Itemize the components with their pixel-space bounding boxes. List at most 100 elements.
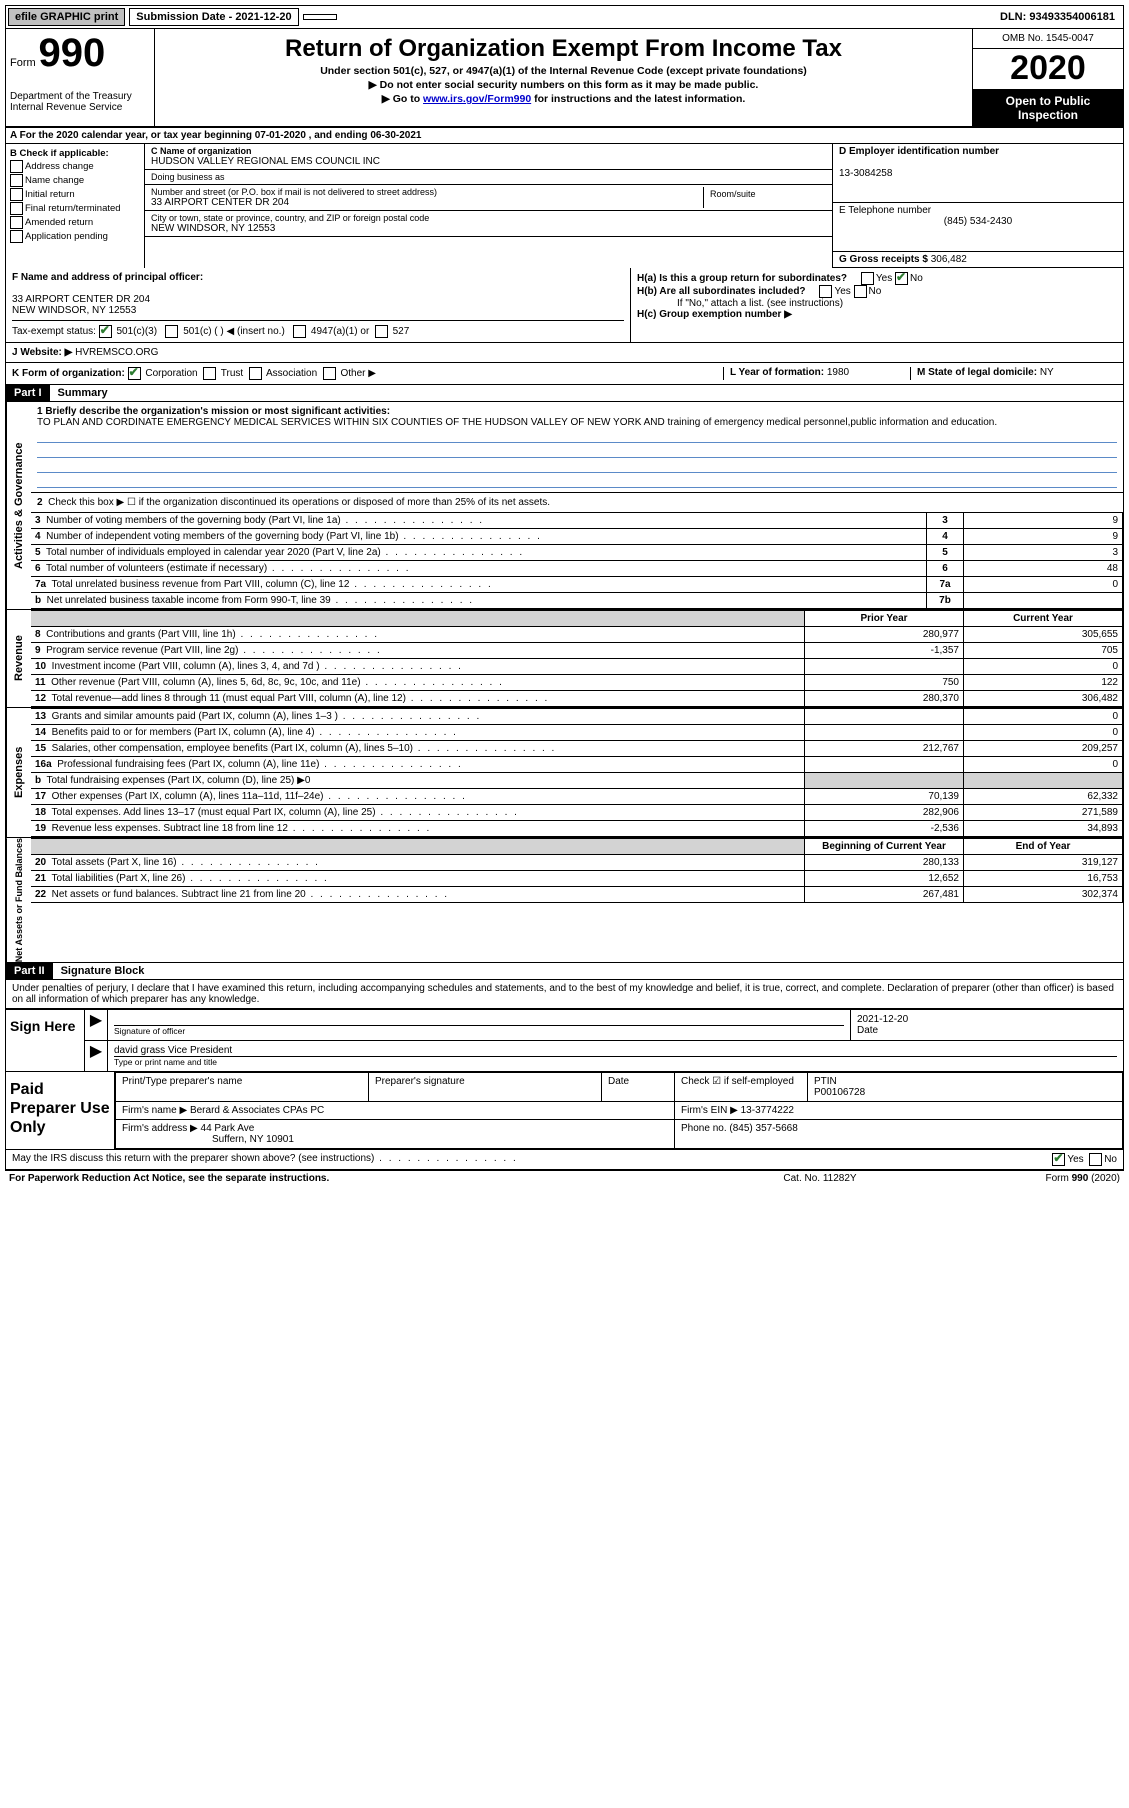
table-row: 5 Total number of individuals employed i… xyxy=(31,544,1123,560)
firm-ein: Firm's EIN ▶ 13-3774222 xyxy=(675,1101,1123,1119)
table-row: 19 Revenue less expenses. Subtract line … xyxy=(31,820,1123,836)
form-header: Form 990 Department of the Treasury Inte… xyxy=(5,29,1124,128)
check-final-return[interactable]: Final return/terminated xyxy=(10,202,140,215)
sidelabel-activities: Activities & Governance xyxy=(6,402,31,609)
part-ii-title: Signature Block xyxy=(53,963,153,979)
firm-name: Firm's name ▶ Berard & Associates CPAs P… xyxy=(116,1101,675,1119)
tax-year: 2020 xyxy=(973,49,1123,90)
table-row: 12 Total revenue—add lines 8 through 11 … xyxy=(31,690,1123,706)
check-trust[interactable] xyxy=(203,367,216,380)
check-corporation[interactable] xyxy=(128,367,141,380)
check-amended-return[interactable]: Amended return xyxy=(10,216,140,229)
table-row: 11 Other revenue (Part VIII, column (A),… xyxy=(31,674,1123,690)
table-row: 8 Contributions and grants (Part VIII, l… xyxy=(31,626,1123,642)
check-initial-return[interactable]: Initial return xyxy=(10,188,140,201)
c-org-name: C Name of organization HUDSON VALLEY REG… xyxy=(145,144,832,170)
expenses-table: 13 Grants and similar amounts paid (Part… xyxy=(31,708,1123,837)
col-b-checkboxes: B Check if applicable: Address change Na… xyxy=(6,144,145,268)
activities-table: 3 Number of voting members of the govern… xyxy=(31,512,1123,609)
cat-no: Cat. No. 11282Y xyxy=(720,1173,920,1184)
table-row: 7a Total unrelated business revenue from… xyxy=(31,576,1123,592)
paid-preparer-label: Paid Preparer Use Only xyxy=(6,1072,115,1149)
discuss-no[interactable] xyxy=(1089,1153,1102,1166)
row-j-website: J Website: ▶ HVREMSCO.ORG xyxy=(5,343,1124,363)
activities-governance: Activities & Governance 1 Briefly descri… xyxy=(5,402,1124,609)
efile-button[interactable]: efile GRAPHIC print xyxy=(8,8,125,26)
row-fh: F Name and address of principal officer:… xyxy=(5,268,1124,343)
table-row: 4 Number of independent voting members o… xyxy=(31,528,1123,544)
table-row: 22 Net assets or fund balances. Subtract… xyxy=(31,886,1123,902)
subtitle-3: Go to www.irs.gov/Form990 for instructio… xyxy=(159,93,968,105)
preparer-name-col: Print/Type preparer's name xyxy=(116,1072,369,1101)
dept-treasury: Department of the Treasury Internal Reve… xyxy=(10,91,150,113)
expenses-section: Expenses 13 Grants and similar amounts p… xyxy=(5,707,1124,837)
sidelabel-expenses: Expenses xyxy=(6,708,31,837)
part-i-title: Summary xyxy=(50,385,116,401)
revenue-table: Prior YearCurrent Year 8 Contributions a… xyxy=(31,610,1123,707)
signature-date: 2021-12-20 Date xyxy=(850,1010,1123,1040)
sign-here-block: Sign Here ▶ Signature of officer 2021-12… xyxy=(5,1008,1124,1072)
form-title: Return of Organization Exempt From Incom… xyxy=(159,35,968,63)
sign-arrow-icon: ▶ xyxy=(85,1010,108,1040)
subtitle-2: Do not enter social security numbers on … xyxy=(159,79,968,91)
netassets-section: Net Assets or Fund Balances Beginning of… xyxy=(5,837,1124,963)
sidelabel-netassets: Net Assets or Fund Balances xyxy=(6,838,31,962)
check-other[interactable] xyxy=(323,367,336,380)
c-room: Room/suite xyxy=(704,187,826,208)
check-association[interactable] xyxy=(249,367,262,380)
hb-no[interactable] xyxy=(854,285,867,298)
table-row: 15 Salaries, other compensation, employe… xyxy=(31,740,1123,756)
check-501c[interactable] xyxy=(165,325,178,338)
d-ein: D Employer identification number 13-3084… xyxy=(833,144,1123,203)
i-tax-exempt: Tax-exempt status: 501(c)(3) 501(c) ( ) … xyxy=(12,320,624,338)
f-principal-officer: F Name and address of principal officer:… xyxy=(6,268,630,342)
row-a-tax-year: A For the 2020 calendar year, or tax yea… xyxy=(5,128,1124,144)
table-row: 9 Program service revenue (Part VIII, li… xyxy=(31,642,1123,658)
preparer-sig-col: Preparer's signature xyxy=(369,1072,602,1101)
ha-no[interactable] xyxy=(895,272,908,285)
hb-yes[interactable] xyxy=(819,285,832,298)
table-row: 17 Other expenses (Part IX, column (A), … xyxy=(31,788,1123,804)
table-row: 16a Professional fundraising fees (Part … xyxy=(31,756,1123,772)
open-to-public: Open to Public Inspection xyxy=(973,90,1123,126)
submission-date: Submission Date - 2021-12-20 xyxy=(129,8,298,26)
check-4947[interactable] xyxy=(293,325,306,338)
table-row: 13 Grants and similar amounts paid (Part… xyxy=(31,708,1123,724)
dln: DLN: 93493354006181 xyxy=(994,9,1121,25)
part-i-tab: Part I xyxy=(6,385,50,401)
check-application-pending[interactable]: Application pending xyxy=(10,230,140,243)
omb-number: OMB No. 1545-0047 xyxy=(973,29,1123,49)
signature-officer[interactable]: Signature of officer xyxy=(108,1010,850,1040)
ha-yes[interactable] xyxy=(861,272,874,285)
h-group-return: H(a) Is this a group return for subordin… xyxy=(630,268,1123,342)
check-527[interactable] xyxy=(375,325,388,338)
sidelabel-revenue: Revenue xyxy=(6,610,31,707)
subtitle-1: Under section 501(c), 527, or 4947(a)(1)… xyxy=(159,65,968,77)
form-number: 990 xyxy=(38,31,105,75)
discuss-yes[interactable] xyxy=(1052,1153,1065,1166)
check-501c3[interactable] xyxy=(99,325,112,338)
check-address-change[interactable]: Address change xyxy=(10,160,140,173)
preparer-date-col: Date xyxy=(602,1072,675,1101)
section-bcdeg: B Check if applicable: Address change Na… xyxy=(5,144,1124,268)
table-row: 21 Total liabilities (Part X, line 26)12… xyxy=(31,870,1123,886)
firm-phone: Phone no. (845) 357-5668 xyxy=(675,1119,1123,1148)
footer: For Paperwork Reduction Act Notice, see … xyxy=(5,1170,1124,1186)
form-id: Form 990 (2020) xyxy=(920,1173,1120,1184)
table-row: 14 Benefits paid to or for members (Part… xyxy=(31,724,1123,740)
row-k-org-form: K Form of organization: Corporation Trus… xyxy=(5,363,1124,385)
self-employed-check[interactable]: Check ☑ if self-employed xyxy=(675,1072,808,1101)
paperwork-notice: For Paperwork Reduction Act Notice, see … xyxy=(9,1173,720,1184)
c-dba: Doing business as xyxy=(145,170,832,185)
officer-name: david grass Vice President Type or print… xyxy=(108,1041,1123,1071)
g-gross-receipts: G Gross receipts $ 306,482 xyxy=(833,252,1123,268)
check-name-change[interactable]: Name change xyxy=(10,174,140,187)
irs-link[interactable]: www.irs.gov/Form990 xyxy=(423,93,531,105)
c-street: Number and street (or P.O. box if mail i… xyxy=(145,185,832,211)
revenue-section: Revenue Prior YearCurrent Year 8 Contrib… xyxy=(5,609,1124,707)
form-label: Form xyxy=(10,57,36,69)
table-row: b Net unrelated business taxable income … xyxy=(31,592,1123,608)
table-row: 20 Total assets (Part X, line 16)280,133… xyxy=(31,854,1123,870)
discuss-row: May the IRS discuss this return with the… xyxy=(5,1150,1124,1170)
c-city: City or town, state or province, country… xyxy=(145,211,832,237)
